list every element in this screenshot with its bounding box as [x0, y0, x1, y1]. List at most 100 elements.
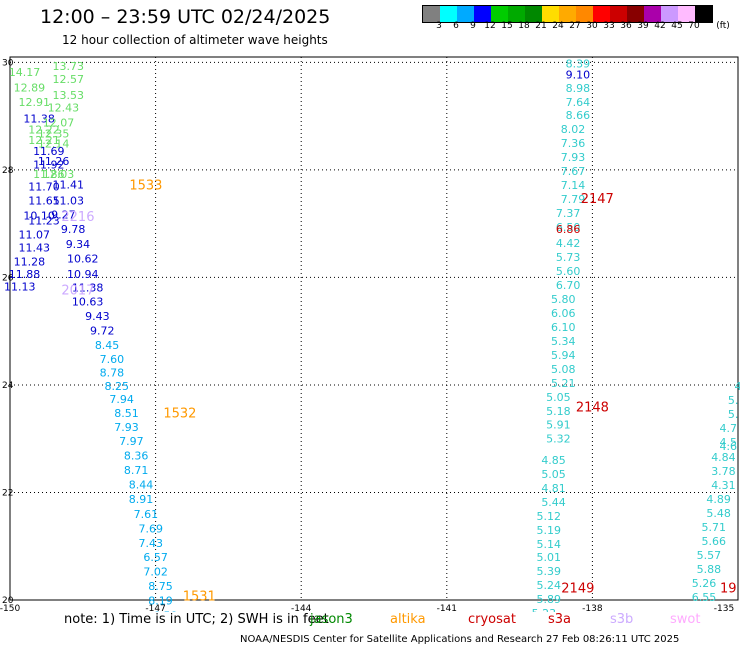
wave-height-label: 8.51: [114, 407, 139, 420]
wave-height-label: 11.43: [19, 241, 51, 254]
wave-height-label: 5.73: [556, 251, 581, 264]
wave-height-label: 7.36: [561, 137, 586, 150]
color-scale-tick: 33: [603, 21, 615, 31]
wave-height-label: 5.34: [551, 335, 576, 348]
wave-height-label: 5.05: [546, 391, 571, 404]
wave-height-label: 7.94: [109, 393, 134, 406]
latitude-tick-label: 24: [2, 381, 14, 391]
wave-height-label: 4.6: [720, 440, 738, 453]
color-swatch: [695, 6, 712, 22]
wave-height-label: 11.13: [4, 281, 36, 294]
legend-note: note: 1) Time is in UTC; 2) SWH is in fe…: [64, 612, 329, 627]
wave-height-label: 5.: [728, 408, 739, 421]
color-scale-tick: 12: [484, 21, 496, 31]
footer-credit: NOAA/NESDIS Center for Satellite Applica…: [240, 634, 680, 645]
color-swatch: [593, 6, 610, 22]
wave-height-label: 12.22: [28, 124, 60, 137]
pass-time-label: 2149: [561, 582, 594, 597]
wave-height-label: 8.75: [148, 580, 173, 593]
color-scale-tick: 18: [518, 21, 530, 31]
wave-height-label: 11.03: [52, 195, 84, 208]
wave-height-label: 7.93: [114, 421, 139, 434]
wave-height-label: 4.42: [556, 237, 581, 250]
wave-height-label: 12.57: [52, 73, 84, 86]
wave-height-label: 7.37: [556, 207, 581, 220]
satellite-legend-s3b: s3b: [610, 612, 634, 627]
satellite-legend-s3a: s3a: [548, 612, 572, 627]
color-swatch: [542, 6, 559, 22]
wave-height-label: 5.23: [532, 607, 557, 612]
color-scale-tick: 6: [453, 21, 459, 31]
wave-height-label: 7.64: [566, 96, 591, 109]
wave-height-label: 5.71: [701, 521, 726, 534]
wave-height-label: 7.67: [561, 165, 586, 178]
wave-height-label: 6.06: [551, 307, 576, 320]
wave-height-label: 8.91: [129, 493, 154, 506]
wave-height-label: 5.24: [536, 579, 561, 592]
wave-height-label: 14.17: [9, 66, 41, 79]
pass-time-label: 19: [720, 582, 737, 597]
wave-height-label: 12.07: [43, 117, 75, 130]
color-swatch: [610, 6, 627, 22]
wave-height-label: 10.62: [67, 253, 99, 266]
wave-height-label: 11.26: [38, 155, 70, 168]
color-scale-tick: 30: [586, 21, 598, 31]
pass-time-label: 1532: [163, 406, 196, 421]
color-scale-tick: 3: [436, 21, 442, 31]
wave-height-label: 6.10: [551, 321, 576, 334]
wave-height-label: 11.86: [33, 168, 65, 181]
wave-height-label: 5.01: [536, 551, 561, 564]
wave-height-label: 5.80: [551, 293, 576, 306]
latitude-tick-label: 26: [2, 273, 14, 283]
color-swatch: [678, 6, 695, 22]
longitude-tick-label: -147: [145, 604, 165, 612]
color-swatch: [474, 6, 491, 22]
color-scale-tick: 21: [535, 21, 547, 31]
wave-height-label: 11.41: [52, 178, 84, 191]
wave-height-label: 6.55: [692, 591, 717, 604]
wave-height-label: 9.78: [61, 223, 86, 236]
latitude-tick-label: 28: [2, 166, 14, 176]
color-scale-bar: [422, 5, 713, 23]
color-scale-labels: 3 6 9 12 15 18 21 24 27 30 33 36 39 42 45 70 (ft): [422, 21, 740, 35]
color-swatch: [559, 6, 576, 22]
wave-height-label: 12.14: [38, 138, 70, 151]
wave-height-label: 5.32: [546, 433, 571, 446]
wave-height-label: 5.21: [551, 377, 576, 390]
wave-height-label: 9.72: [90, 325, 115, 338]
wave-height-label: 6.57: [143, 551, 168, 564]
wave-height-label: 7.02: [143, 566, 168, 579]
wave-height-label: 9.10: [566, 69, 591, 82]
wave-height-label: 9.27: [51, 209, 76, 222]
wave-height-label: 5.05: [541, 468, 566, 481]
wave-height-label: 4.89: [706, 493, 731, 506]
longitude-tick-label: -150: [0, 604, 20, 612]
wave-height-label: 6.70: [556, 279, 581, 292]
wave-height-label: 8.36: [124, 449, 149, 462]
wave-height-label: 8.98: [566, 82, 591, 95]
wave-height-label: 11.88: [9, 268, 41, 281]
wave-height-label: 4.81: [541, 482, 566, 495]
wave-height-label: 8.19: [148, 595, 173, 608]
color-scale-tick: 39: [637, 21, 649, 31]
pass-time-label: 2017: [61, 283, 94, 298]
page-subtitle: 12 hour collection of altimeter wave hei…: [62, 33, 328, 47]
wave-height-label: 11.70: [28, 181, 60, 194]
wave-height-label: 7.14: [561, 179, 586, 192]
wave-height-label: 11.65: [28, 195, 60, 208]
wave-height-label: 4: [735, 380, 740, 393]
wave-height-label: 8.02: [561, 123, 586, 136]
wave-height-label: 5.19: [536, 524, 561, 537]
wave-height-label: 8.78: [100, 367, 125, 380]
wave-height-label: 10.63: [72, 296, 104, 309]
wave-height-label: 5.91: [546, 419, 571, 432]
color-scale-tick: 27: [569, 21, 581, 31]
wave-height-label: 12.91: [19, 96, 51, 109]
pass-time-label: 2216: [61, 210, 94, 225]
wave-height-label: 7.43: [138, 537, 163, 550]
wave-height-label: 4.5: [720, 436, 738, 449]
wave-height-label: 11.28: [14, 255, 46, 268]
color-swatch: [491, 6, 508, 22]
color-scale-tick: 70: [688, 21, 700, 31]
latitude-tick-label: 20: [2, 596, 14, 606]
